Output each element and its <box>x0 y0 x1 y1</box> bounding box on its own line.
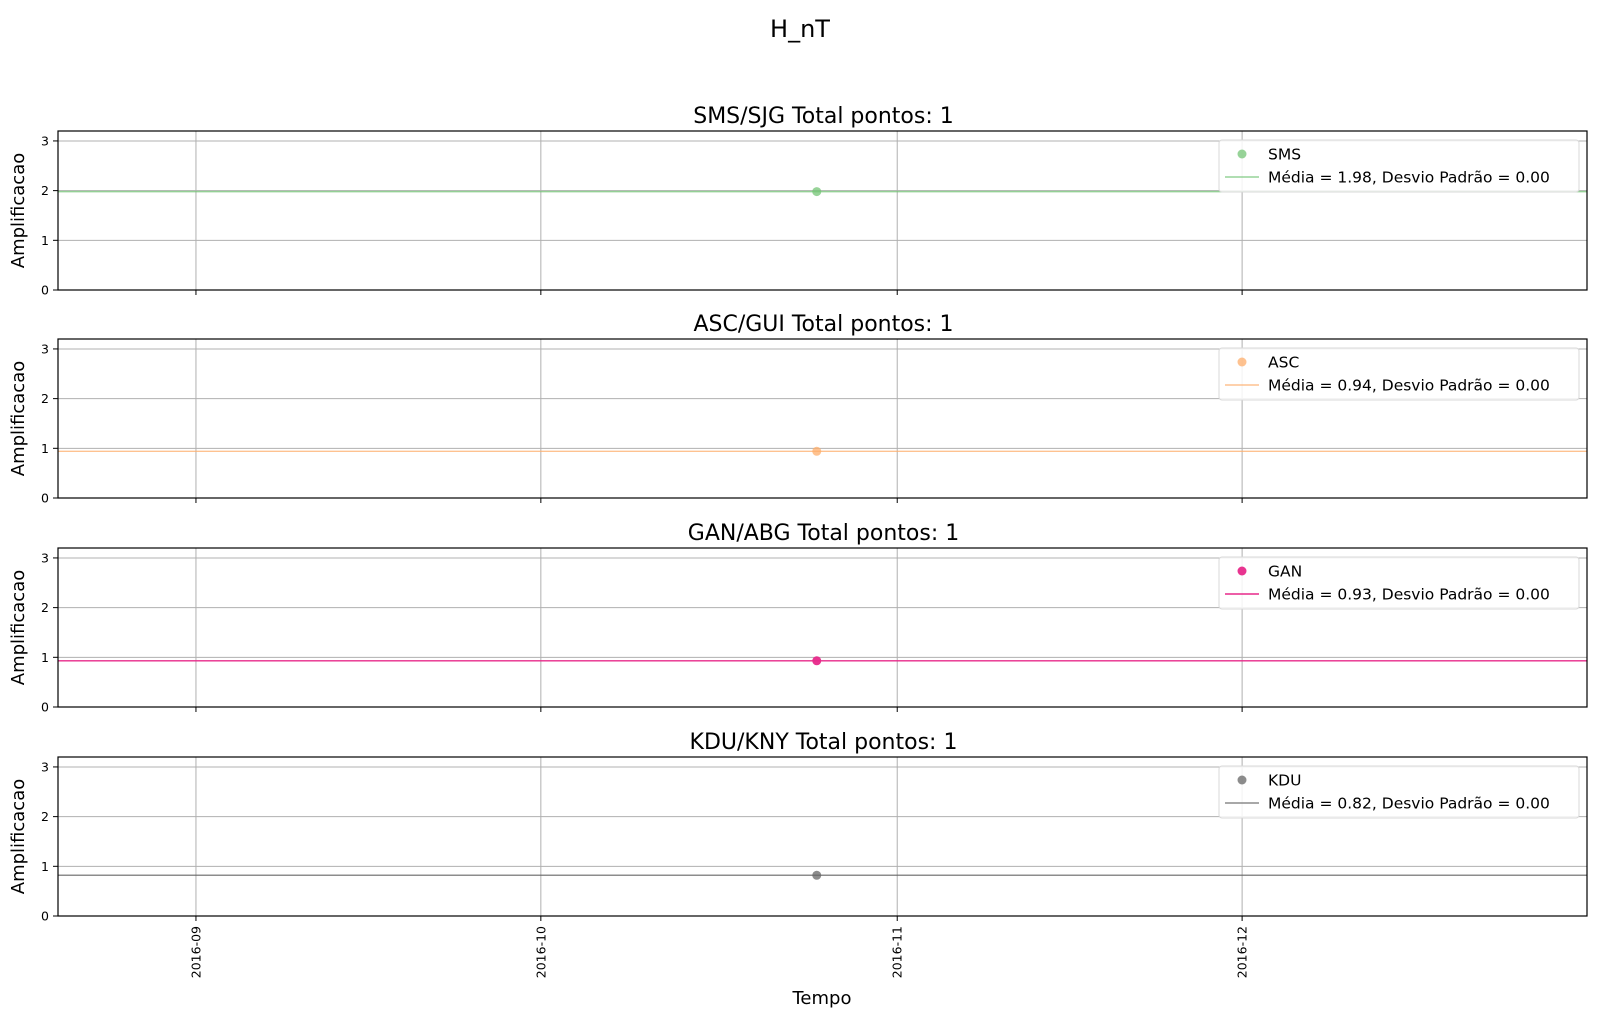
legend: ASC Média = 0.94, Desvio Padrão = 0.00 <box>1218 347 1580 401</box>
y-axis-label: Amplificacao <box>8 153 29 268</box>
x-tick-label: 2016-09 <box>188 926 203 978</box>
y-axis-label: Amplificacao <box>8 570 29 685</box>
legend-marker <box>1237 149 1247 159</box>
legend-box <box>1218 347 1580 401</box>
legend-marker <box>1237 357 1247 367</box>
data-point <box>812 656 822 666</box>
y-tick-label: 0 <box>41 283 49 298</box>
legend-label: GAN <box>1268 563 1302 581</box>
subplot-1: SMS/SJG Total pontos: 1 0 1 2 3 Amplificacao S… <box>8 104 1588 298</box>
axes-frame <box>57 547 1588 708</box>
y-tick-label: 3 <box>41 133 49 148</box>
legend-box <box>1218 556 1580 610</box>
legend-label: Média = 1.98, Desvio Padrão = 0.00 <box>1268 169 1550 187</box>
y-tick-label: 3 <box>41 341 49 356</box>
y-tick-label: 1 <box>41 650 49 665</box>
y-tick-label: 2 <box>41 391 49 406</box>
y-tick-label: 0 <box>41 909 49 924</box>
x-tick-label: 2016-10 <box>533 926 548 978</box>
figure-title: H_nT <box>770 15 830 43</box>
legend-marker <box>1237 775 1247 785</box>
subplot-2: ASC/GUI Total pontos: 1 0 1 2 3 Amplificacao A… <box>8 312 1588 506</box>
y-tick-label: 2 <box>41 600 49 615</box>
y-tick-label: 1 <box>41 233 49 248</box>
y-axis-label: Amplificacao <box>8 779 29 894</box>
y-tick-label: 2 <box>41 183 49 198</box>
subplot-3: GAN/ABG Total pontos: 1 0 1 2 3 Amplificacao G… <box>8 521 1588 715</box>
y-tick-label: 3 <box>41 759 49 774</box>
subplot-title: GAN/ABG Total pontos: 1 <box>688 521 959 546</box>
subplot-4: KDU/KNY Total pontos: 1 0 1 2 3 2016-09 2016-1… <box>8 730 1588 978</box>
subplots: SMS/SJG Total pontos: 1 0 1 2 3 Amplificacao S… <box>8 104 1588 978</box>
subplot-title: SMS/SJG Total pontos: 1 <box>693 104 954 129</box>
y-tick-label: 1 <box>41 441 49 456</box>
y-axis-label: Amplificacao <box>8 361 29 476</box>
legend: GAN Média = 0.93, Desvio Padrão = 0.00 <box>1218 556 1580 610</box>
y-tick-label: 1 <box>41 859 49 874</box>
legend-label: KDU <box>1268 772 1301 790</box>
legend-label: SMS <box>1268 146 1301 164</box>
y-tick-label: 3 <box>41 550 49 565</box>
axes-frame <box>57 756 1588 917</box>
legend: SMS Média = 1.98, Desvio Padrão = 0.00 <box>1218 139 1580 193</box>
legend-label: Média = 0.82, Desvio Padrão = 0.00 <box>1268 795 1550 813</box>
x-tick-label: 2016-12 <box>1235 926 1250 978</box>
data-point <box>812 870 822 880</box>
legend-label: ASC <box>1268 354 1299 372</box>
subplot-title: ASC/GUI Total pontos: 1 <box>693 312 953 337</box>
axes-frame <box>57 338 1588 499</box>
y-tick-label: 2 <box>41 809 49 824</box>
data-point <box>812 187 822 197</box>
legend: KDU Média = 0.82, Desvio Padrão = 0.00 <box>1218 765 1580 819</box>
legend-marker <box>1237 566 1247 576</box>
y-tick-label: 0 <box>41 491 49 506</box>
y-tick-label: 0 <box>41 700 49 715</box>
data-point <box>812 446 822 456</box>
x-tick-label: 2016-11 <box>890 926 905 978</box>
legend-box <box>1218 765 1580 819</box>
legend-label: Média = 0.93, Desvio Padrão = 0.00 <box>1268 586 1550 604</box>
axes-frame <box>57 130 1588 291</box>
legend-box <box>1218 139 1580 193</box>
legend-label: Média = 0.94, Desvio Padrão = 0.00 <box>1268 377 1550 395</box>
x-axis-label: Tempo <box>792 988 852 1009</box>
subplot-title: KDU/KNY Total pontos: 1 <box>690 730 958 755</box>
